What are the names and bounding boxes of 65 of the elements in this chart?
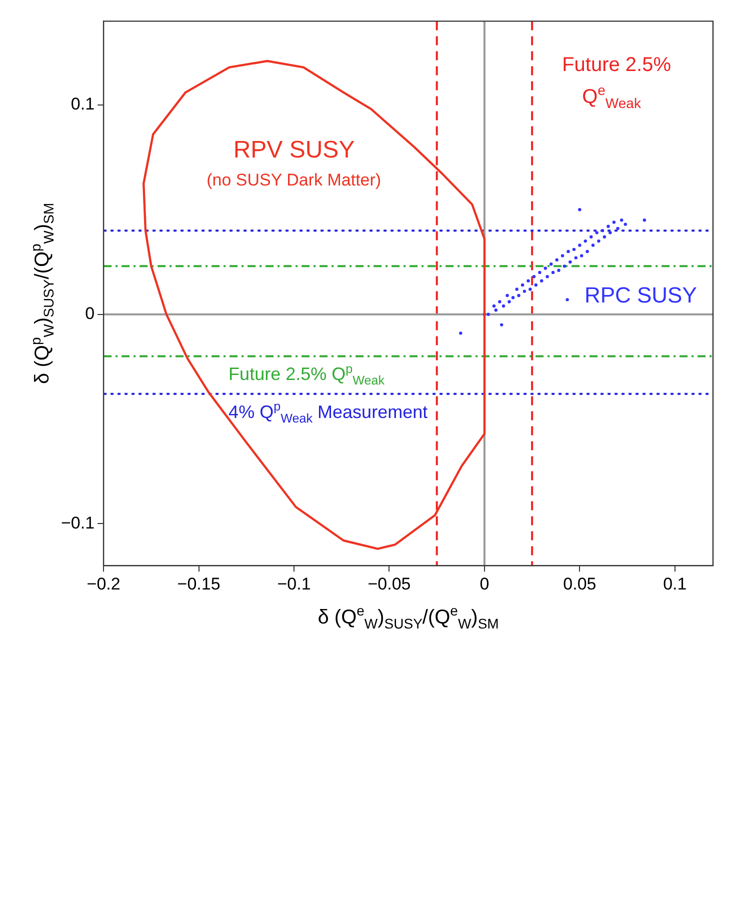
- annotation: (no SUSY Dark Matter): [206, 170, 382, 190]
- point: [540, 279, 544, 282]
- point: [459, 332, 462, 335]
- point: [620, 218, 624, 222]
- point: [597, 239, 600, 243]
- x-tick-label: −0.2: [86, 574, 120, 594]
- point: [602, 235, 606, 238]
- x-tick-label: 0: [480, 574, 490, 594]
- x-tick-label: 0.05: [563, 574, 596, 594]
- y-tick-label: −0.1: [61, 513, 95, 532]
- y-tick-label: 0: [85, 304, 95, 324]
- x-tick-label: 0.1: [663, 574, 687, 594]
- x-tick-label: −0.05: [368, 574, 411, 594]
- x-tick-label: −0.1: [277, 574, 311, 594]
- point: [544, 266, 548, 270]
- point: [560, 254, 564, 258]
- text: δ (QpW)SUSY/(QpW)SM: [28, 202, 57, 384]
- point: [551, 270, 555, 274]
- y-tick-label: 0.1: [70, 94, 95, 114]
- point: [584, 239, 587, 243]
- point: [595, 231, 598, 234]
- point: [591, 244, 595, 247]
- point: [572, 248, 576, 252]
- point: [526, 279, 530, 282]
- point: [522, 290, 526, 293]
- point: [586, 250, 589, 254]
- point: [574, 256, 578, 260]
- point: [486, 312, 490, 316]
- point: [494, 308, 498, 312]
- point: [580, 254, 584, 258]
- point: [568, 260, 572, 264]
- point: [590, 235, 593, 238]
- point: [517, 294, 520, 298]
- point: [608, 231, 612, 234]
- point: [492, 304, 496, 308]
- point: [538, 270, 542, 274]
- point: [642, 218, 646, 222]
- point: [534, 283, 538, 287]
- point: [498, 300, 502, 304]
- point: [515, 288, 518, 291]
- point: [578, 244, 582, 247]
- point: [506, 294, 509, 298]
- point: [616, 226, 620, 230]
- point: [520, 283, 524, 287]
- point: [578, 208, 582, 212]
- annotation: RPV SUSY: [233, 136, 355, 164]
- point: [508, 300, 511, 304]
- point: [562, 264, 566, 268]
- point: [624, 222, 627, 226]
- point: [555, 258, 558, 262]
- point: [612, 220, 616, 224]
- point: [600, 228, 604, 232]
- point: [511, 296, 515, 300]
- point: [528, 288, 532, 291]
- point: [557, 268, 560, 272]
- point: [566, 298, 569, 302]
- point: [532, 275, 536, 278]
- series-label: RPC SUSY: [584, 282, 698, 308]
- point: [502, 304, 506, 308]
- x-tick-label: −0.15: [177, 574, 220, 594]
- point: [546, 275, 549, 278]
- point: [500, 323, 504, 326]
- point: [550, 262, 553, 266]
- point: [606, 224, 610, 228]
- point: [566, 250, 570, 254]
